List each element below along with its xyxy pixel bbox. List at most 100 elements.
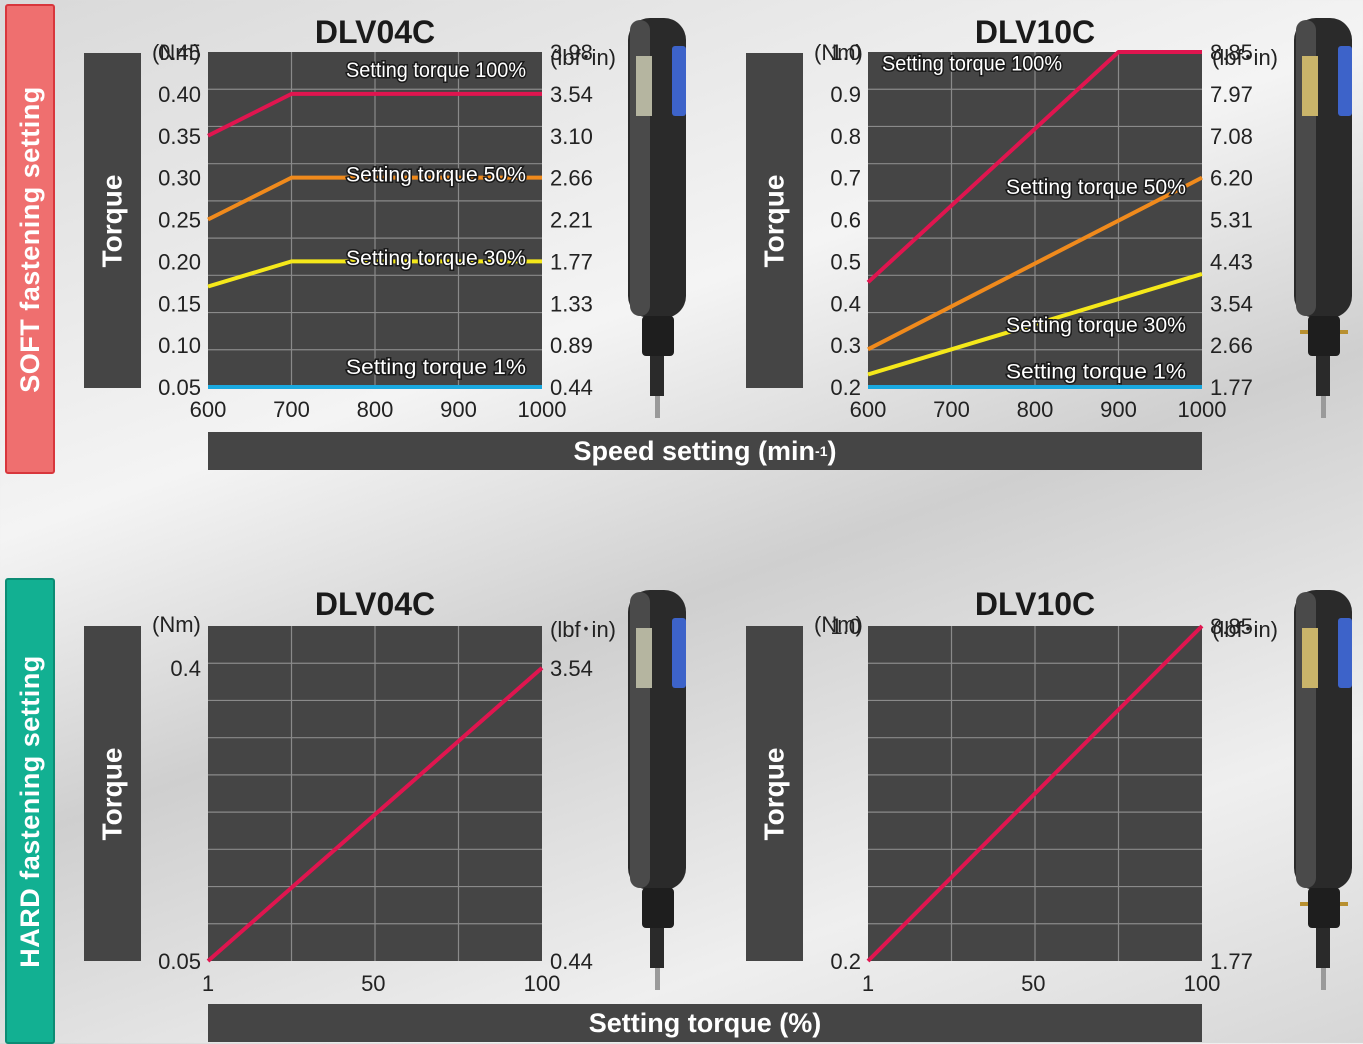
y2-tick-label: 1.77 [1210, 949, 1253, 974]
series-line [867, 272, 1203, 377]
y2-tick-label: 0.89 [550, 333, 593, 358]
x-tick-label: 1 [862, 971, 874, 996]
series-line [207, 259, 542, 289]
series-label: Setting torque 30% [1006, 314, 1186, 337]
torque-label-box: Torque [84, 53, 141, 388]
y2-tick-label: 1.77 [550, 249, 593, 274]
x-tick-label: 700 [273, 397, 310, 422]
y2-tick-label: 8.85 [1210, 614, 1253, 639]
chart-title: DLV04C [314, 586, 436, 622]
series-line [866, 50, 1202, 284]
torque-label: Torque [758, 747, 790, 840]
torque-label: Torque [96, 174, 128, 267]
y-tick-label: 0.8 [830, 124, 861, 149]
screwdriver-image [1294, 590, 1352, 990]
series-line [207, 175, 542, 222]
chart-title: DLV04C [314, 14, 436, 50]
y2-tick-label: 3.10 [550, 124, 593, 149]
y-tick-label: 1.0 [830, 40, 861, 65]
x-tick-label: 100 [1184, 971, 1221, 996]
unit-nm: (Nm) [152, 40, 201, 65]
x-tick-label: 900 [1100, 397, 1137, 422]
series-line [206, 666, 544, 963]
chart-plot: 0.45 3.98 0.40 3.54 0.35 3.10 0.30 2.66 0.25 2.21… [158, 40, 593, 422]
y2-tick-label: 1.77 [1210, 375, 1253, 400]
screwdriver-image [628, 18, 686, 418]
speed-setting-close: ) [827, 435, 837, 466]
y2-tick-label: 3.54 [1210, 291, 1253, 316]
series-label: Setting torque 50% [346, 163, 526, 186]
x-tick-label: 1 [202, 971, 214, 996]
x-tick-label: 900 [440, 397, 477, 422]
screwdriver-image [628, 590, 686, 990]
y2-tick-label: 0.44 [550, 949, 593, 974]
speed-setting-axis-bar: Speed setting (min -1) [208, 432, 1202, 470]
x-tick-label: 800 [357, 397, 394, 422]
series-label: Setting torque 1% [346, 356, 526, 379]
y-tick-label: 0.05 [158, 949, 201, 974]
series-label: Setting torque 30% [346, 247, 526, 270]
unit-nm: (Nm) [814, 612, 863, 637]
chart-title: DLV10C [974, 586, 1096, 622]
series-line [207, 91, 542, 138]
series-line [867, 175, 1203, 352]
torque-label-box: Torque [746, 53, 803, 388]
chart-plot: 1.0 8.85 0.2 1.77 1 50 100 [830, 614, 1253, 996]
y2-tick-label: 0.44 [550, 375, 593, 400]
series-label: Setting torque 100% [346, 59, 526, 82]
x-tick-label: 1000 [518, 397, 567, 422]
y2-tick-label: 3.54 [550, 82, 593, 107]
y2-tick-label: 3.98 [550, 40, 593, 65]
y-tick-label: 0.15 [158, 291, 201, 316]
y-tick-label: 0.7 [830, 166, 861, 191]
speed-setting-label: Speed setting (min [573, 435, 816, 466]
setting-torque-label: Setting torque (%) [588, 1007, 822, 1038]
torque-label-box: Torque [746, 626, 803, 961]
chart-plot: 1.0 8.85 0.9 7.97 0.8 7.08 0.7 6.20 0.6 5.31 0.5 4.… [830, 40, 1253, 422]
y2-tick-label: 2.66 [1210, 333, 1253, 358]
y2-tick-label: 5.31 [1210, 208, 1253, 233]
y2-tick-label: 8.85 [1210, 40, 1253, 65]
y-tick-label: 0.4 [830, 291, 861, 316]
y-tick-label: 0.05 [158, 375, 201, 400]
y-tick-label: 1.0 [830, 614, 861, 639]
y2-tick-label: 3.54 [550, 656, 593, 681]
y2-tick-label: 2.66 [550, 166, 593, 191]
soft-fastening-label: SOFT fastening setting [14, 85, 45, 393]
y-tick-label: 0.5 [830, 249, 861, 274]
x-tick-label: 50 [361, 971, 385, 996]
unit-nm: (Nm) [152, 612, 201, 637]
y-tick-label: 0.2 [830, 949, 861, 974]
x-tick-label: 600 [190, 397, 227, 422]
torque-label: Torque [758, 174, 790, 267]
y-tick-label: 0.45 [158, 40, 201, 65]
y-tick-label: 0.25 [158, 208, 201, 233]
y-tick-label: 0.6 [830, 208, 861, 233]
screwdriver-image [1294, 18, 1352, 418]
y2-tick-label: 7.08 [1210, 124, 1253, 149]
x-tick-label: 600 [850, 397, 887, 422]
y-tick-label: 0.20 [158, 249, 201, 274]
speed-unit-sup: -1 [815, 443, 828, 459]
y2-tick-label: 2.21 [550, 208, 593, 233]
unit-lbf-in: (lbf･in) [1212, 45, 1279, 70]
y2-tick-label: 7.97 [1210, 82, 1253, 107]
y2-tick-label: 1.33 [550, 291, 593, 316]
series-label: Setting torque 1% [1006, 360, 1186, 383]
series-label: Setting torque 100% [882, 52, 1062, 75]
y-tick-label: 0.3 [830, 333, 861, 358]
hard-fastening-label: HARD fastening setting [14, 654, 45, 968]
y2-tick-label: 6.20 [1210, 166, 1253, 191]
chart-plot: 0.4 3.54 0.05 0.44 1 50 100 [158, 626, 593, 996]
y-tick-label: 0.40 [158, 82, 201, 107]
y-tick-label: 0.30 [158, 166, 201, 191]
x-tick-label: 700 [933, 397, 970, 422]
unit-lbf-in: (lbf･in) [550, 617, 617, 642]
y-tick-label: 0.4 [170, 656, 201, 681]
torque-label-box: Torque [84, 626, 141, 961]
x-tick-label: 800 [1017, 397, 1054, 422]
x-tick-label: 50 [1021, 971, 1045, 996]
chart-title: DLV10C [974, 14, 1096, 50]
unit-lbf-in: (lbf･in) [1212, 617, 1279, 642]
y2-tick-label: 4.43 [1210, 249, 1253, 274]
